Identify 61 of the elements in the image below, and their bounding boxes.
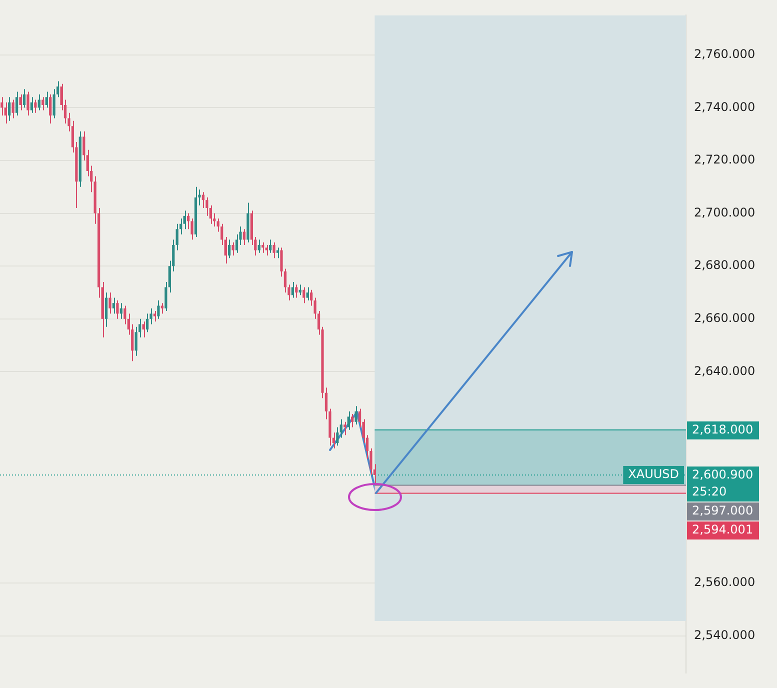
candlestick [153,310,156,322]
candlestick [52,88,56,119]
candlestick [112,297,116,314]
candlestick [176,223,178,251]
candlestick [336,426,339,446]
candlestick [295,284,298,298]
candlestick [291,281,294,298]
candlestick [38,94,40,111]
text: 25:20 [692,484,727,499]
candlestick [268,239,272,254]
candlestick [0,96,4,116]
candlestick [142,321,145,338]
candlestick [280,247,283,278]
candlestick [340,418,342,438]
candlestick [347,410,350,430]
candlestick [302,286,306,304]
candlestick [108,292,112,314]
candlestick [45,91,48,108]
candlestick [49,94,52,124]
candlestick [116,300,119,320]
candlestick [19,94,22,111]
y-tick-label: 2,700.000 [694,205,756,220]
annotation: XAUUSD [628,467,680,482]
candlestick [160,302,164,314]
candlestick [26,91,30,116]
candlestick [120,302,122,320]
candlestick [235,234,238,254]
candlestick [104,292,108,328]
candlestick [276,247,280,259]
candlestick [15,91,18,116]
candlestick [242,228,246,246]
candlestick [12,99,14,119]
candlestick [232,242,234,256]
candlestick [42,96,44,111]
candlestick [351,413,354,428]
y-tick-label: 2,740.000 [694,100,756,114]
y-tick-label: 2,560.000 [694,575,756,590]
candlestick [284,268,287,293]
y-tick-label: 2,540.000 [694,628,756,642]
candlestick [34,99,37,114]
candlestick [228,239,231,259]
ref-line-label: 2,618.000 [692,422,754,436]
candlestick [22,88,26,108]
ref-line-label: 2,597.000 [692,504,754,518]
candlestick [354,406,358,426]
candlestick [134,326,138,356]
candlestick [202,192,204,208]
ref-line-label: 2,600.900 [692,468,754,482]
y-tick-label: 2,680.000 [694,258,756,272]
ref-line-label: 2,594.001 [692,522,754,537]
y-tick-label: 2,720.000 [694,152,756,167]
y-tick-label: 2,640.000 [694,364,756,378]
candlestick [258,239,260,254]
candlestick [8,96,11,122]
candlestick [272,242,276,259]
candlestick [306,286,309,301]
candlestick [30,96,33,114]
candlestick [157,300,160,320]
y-tick-label: 2,660.000 [694,311,756,326]
candlestick [146,313,149,333]
y-tick-label: 2,760.000 [694,46,756,61]
